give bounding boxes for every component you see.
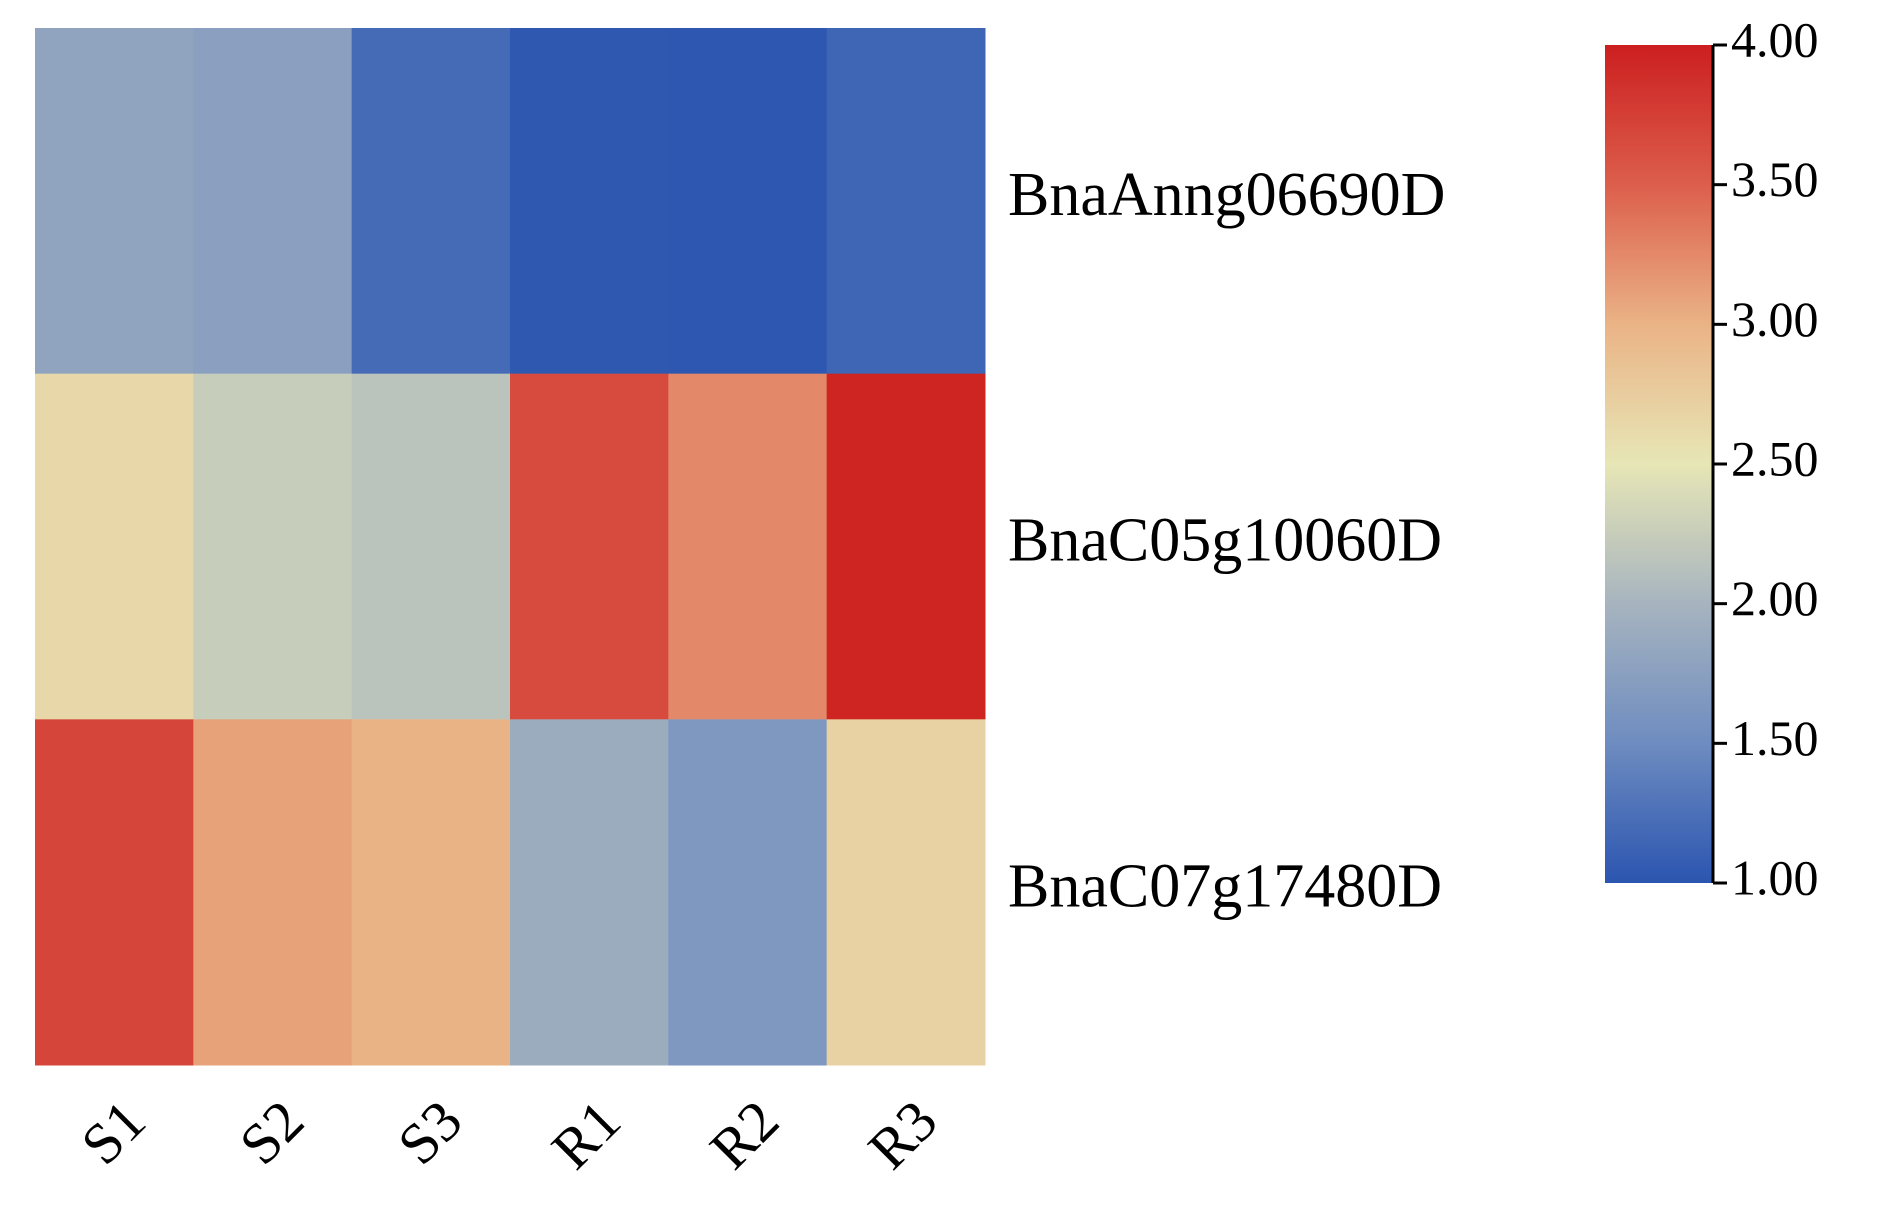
heatmap-cell-BnaAnng06690D-R2 [668,28,828,375]
heatmap-cell-BnaAnng06690D-S1 [35,28,194,375]
heatmap-cell-BnaC05g10060D-S3 [351,373,511,720]
colorbar-tick-label: 1.00 [1731,849,1819,905]
heatmap-cells [35,28,986,1066]
row-label: BnaAnng06690D [1008,161,1445,229]
colorbar-tick-label: 3.50 [1731,151,1819,207]
heatmap-cell-BnaC05g10060D-R2 [668,373,828,720]
heatmap-cell-BnaC05g10060D-R3 [826,373,986,720]
colorbar-tick-label: 3.00 [1731,291,1819,347]
colorbar-tick-label: 4.00 [1731,11,1819,67]
column-label: R1 [539,1088,633,1182]
heatmap-cell-BnaC07g17480D-S2 [193,719,353,1066]
colorbar: 1.00 1.50 2.00 2.50 3.00 3.50 4.00 [1605,11,1819,905]
heatmap-cell-BnaC05g10060D-S1 [35,373,194,720]
heatmap-cell-BnaAnng06690D-S2 [193,28,353,375]
row-labels: BnaAnng06690D BnaC05g10060D BnaC07g17480D [1008,161,1445,920]
row-label: BnaC07g17480D [1008,852,1442,920]
colorbar-tick-label: 1.50 [1731,710,1819,766]
heatmap-cell-BnaC07g17480D-R1 [510,719,669,1066]
heatmap-cell-BnaC05g10060D-S2 [193,373,353,720]
colorbar-tick-label: 2.50 [1731,430,1819,486]
row-label: BnaC05g10060D [1008,507,1442,575]
heatmap-cell-BnaC07g17480D-S1 [35,719,194,1066]
column-label: S1 [68,1088,157,1177]
heatmap-cell-BnaC07g17480D-S3 [351,719,511,1066]
heatmap-cell-BnaC07g17480D-R3 [826,719,986,1066]
column-label: R2 [697,1088,791,1182]
heatmap-cell-BnaC05g10060D-R1 [510,373,669,720]
heatmap-cell-BnaAnng06690D-R1 [510,28,669,375]
colorbar-tick-label: 2.00 [1731,570,1819,626]
heatmap-cell-BnaAnng06690D-S3 [351,28,511,375]
heatmap-cell-BnaC07g17480D-R2 [668,719,828,1066]
heatmap-cell-BnaAnng06690D-R3 [826,28,986,375]
column-label: S3 [385,1088,474,1177]
column-label: S2 [227,1088,316,1177]
column-label: R3 [856,1088,950,1182]
colorbar-gradient [1605,45,1713,883]
column-labels: S1 S2 S3 R1 R2 R3 [68,1088,949,1182]
